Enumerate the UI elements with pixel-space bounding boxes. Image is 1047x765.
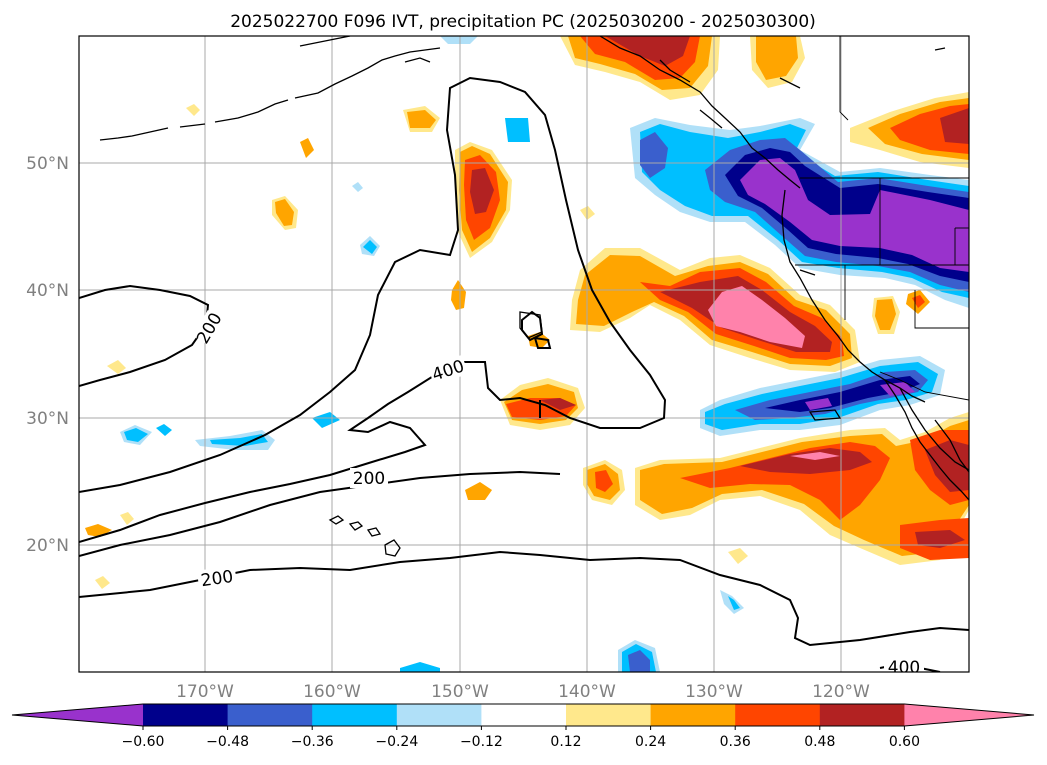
colorbar-segment [819, 704, 905, 726]
precip-shading [85, 36, 969, 672]
map-panel: 200 400 200 200 400 [79, 36, 969, 678]
political-borders [795, 36, 969, 401]
colorbar-segment [227, 704, 313, 726]
lat-labels: 50°N 40°N 30°N 20°N [26, 154, 69, 556]
lon-label-140w: 140°W [558, 682, 616, 702]
lon-label-130w: 130°W [685, 682, 743, 702]
colorbar-segment [650, 704, 736, 726]
contour-label-400-b: 400 [888, 658, 920, 678]
lat-label-20n: 20°N [26, 536, 69, 556]
colorbar-tick-label: 0.12 [550, 734, 581, 750]
colorbar-tick-label: −0.60 [122, 734, 165, 750]
colorbar-tick-label: −0.48 [206, 734, 249, 750]
contour-label-200-b: 200 [353, 469, 385, 489]
gridlines [79, 36, 969, 672]
colorbar-segment [481, 704, 567, 726]
colorbar-tick-label: 0.24 [635, 734, 666, 750]
colorbar-tick-label: −0.24 [375, 734, 418, 750]
lon-label-150w: 150°W [431, 682, 489, 702]
lat-label-40n: 40°N [26, 281, 69, 301]
lon-label-160w: 160°W [303, 682, 361, 702]
colorbar-segment [735, 704, 821, 726]
colorbar-segment [312, 704, 398, 726]
colorbar: −0.60 −0.48 −0.36 −0.24 −0.12 0.12 0.24 0.36 0.4… [11, 703, 1035, 750]
colorbar-tick-label: 0.36 [720, 734, 751, 750]
lon-label-170w: 170°W [176, 682, 234, 702]
lat-label-30n: 30°N [26, 409, 69, 429]
lon-labels: 170°W 160°W 150°W 140°W 130°W 120°W [176, 682, 870, 702]
colorbar-tick-label: −0.12 [460, 734, 503, 750]
colorbar-extend-high [904, 704, 1034, 726]
colorbar-tick-label: 0.48 [804, 734, 835, 750]
coastlines [99, 36, 969, 557]
colorbar-segment [143, 704, 229, 726]
colorbar-segment [566, 704, 652, 726]
map-frame [78, 35, 970, 673]
colorbar-segment [396, 704, 482, 726]
colorbar-extend-low [12, 704, 143, 726]
map-title: 2025022700 F096 IVT, precipitation PC (2… [230, 12, 816, 32]
lon-label-120w: 120°W [812, 682, 870, 702]
colorbar-tick-label: −0.36 [291, 734, 334, 750]
ivt-contours [79, 76, 969, 672]
colorbar-tick-label: 0.60 [889, 734, 920, 750]
lat-label-50n: 50°N [26, 154, 69, 174]
contour-label-200-c: 200 [200, 567, 235, 591]
